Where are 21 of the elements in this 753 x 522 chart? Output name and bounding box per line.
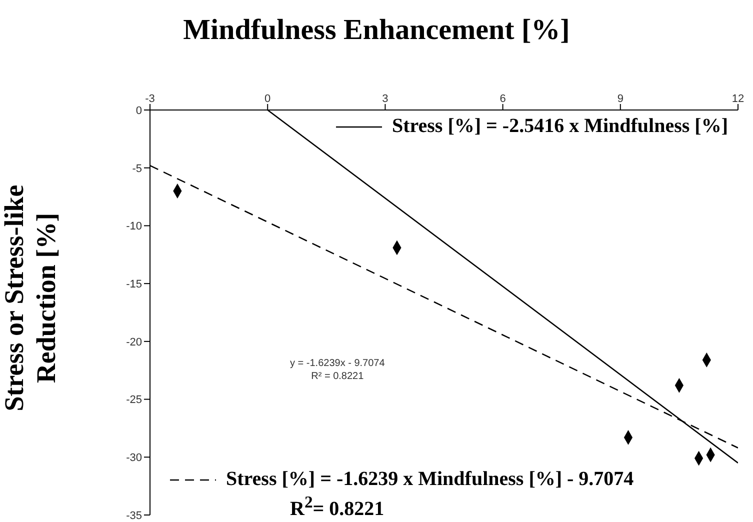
annotation: y = -1.6239x - 9.7074 [290, 358, 385, 369]
x-tick-label: 3 [382, 93, 388, 105]
y-tick-label: -25 [126, 394, 142, 406]
x-tick-label: -3 [145, 93, 155, 105]
annotation: R² = 0.8221 [311, 371, 364, 382]
x-tick-label: 12 [732, 93, 744, 105]
x-tick-label: 0 [264, 93, 271, 105]
legend-label: Stress [%] = -2.5416 x Mindfulness [%] [392, 115, 728, 138]
chart-title: Mindfulness Enhancement [%] [182, 14, 571, 47]
y-tick-label: -5 [132, 162, 142, 175]
x-tick-label: 9 [617, 93, 624, 105]
y-tick-label: -35 [126, 510, 142, 522]
annotation: R$^{2}$= 0.8221 [290, 492, 384, 520]
y-tick-label: -20 [126, 336, 142, 348]
y-tick-label: -10 [126, 220, 142, 233]
x-tick-label: 6 [500, 93, 506, 105]
y-tick-label: -15 [126, 278, 142, 290]
y-tick-label: -30 [126, 452, 142, 464]
legend-label: Stress [%] = -1.6239 x Mindfulness [%] - 9.7074 [226, 468, 634, 491]
y-tick-label: 0 [136, 104, 142, 117]
y-axis-title: Stress or Stress-like Reduction [%] [0, 184, 62, 414]
